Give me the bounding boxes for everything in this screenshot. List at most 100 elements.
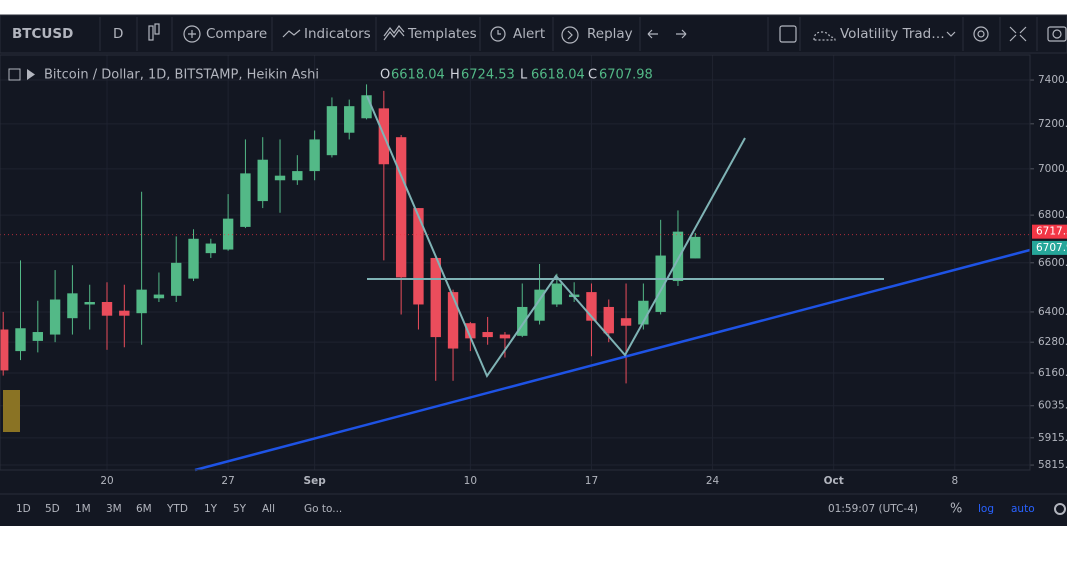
candle-body [447, 292, 459, 349]
legend: Bitcoin / Dollar, 1D, BITSTAMP, Heikin A… [8, 68, 319, 83]
candle-body [326, 106, 338, 156]
candle-body [430, 257, 441, 338]
range-button[interactable]: 3M [106, 503, 122, 515]
layout-button[interactable]: Volatility Trad… [840, 26, 945, 42]
interval[interactable]: D [113, 26, 123, 42]
candle-body [586, 292, 597, 321]
candle-body [413, 208, 424, 305]
y-tick-label: 6035.0 [1038, 400, 1067, 412]
trend-line [194, 248, 1031, 472]
percent-toggle[interactable]: % [950, 502, 962, 517]
drawings [3, 95, 1031, 472]
candle-body [0, 329, 9, 371]
candle-body [67, 293, 78, 319]
clock: 01:59:07 (UTC-4) [828, 503, 918, 515]
y-tick-label: 5915.0 [1038, 432, 1067, 444]
candle-body [499, 334, 511, 339]
price-label-box [1032, 224, 1067, 239]
candle-body [655, 255, 666, 312]
candle-body [551, 283, 563, 305]
goto-button[interactable]: Go to... [304, 503, 342, 515]
candle-body [84, 301, 95, 305]
x-tick-label: 17 [585, 475, 598, 487]
indicators-button[interactable]: Indicators [304, 26, 371, 42]
ohlc-letter: C [588, 68, 597, 83]
ohlc-value: 6724.53 [461, 68, 515, 83]
candle-body [240, 173, 251, 227]
candle-body [534, 289, 545, 321]
candle-body [292, 171, 303, 181]
price-label: 6707.9 [1036, 242, 1067, 254]
candle-body [482, 332, 493, 338]
log-toggle[interactable]: log [978, 503, 994, 515]
range-button[interactable]: YTD [166, 503, 188, 515]
candle-body [119, 310, 130, 316]
candle-body [274, 175, 286, 181]
toolbar [0, 14, 1067, 54]
candle-body [690, 236, 701, 259]
candle-body [344, 106, 355, 133]
auto-toggle[interactable]: auto [1011, 503, 1035, 515]
alert-button[interactable]: Alert [513, 26, 545, 42]
x-tick-label: 24 [706, 475, 720, 487]
ohlc-value: 6707.98 [599, 68, 653, 83]
range-button[interactable]: 1Y [204, 503, 218, 515]
y-tick-label: 7400.0 [1038, 74, 1067, 86]
pattern-line [366, 95, 746, 379]
chart-title: Bitcoin / Dollar, 1D, BITSTAMP, Heikin A… [44, 68, 319, 83]
x-tick-label: Sep [304, 475, 327, 487]
price-label: 6717.3 [1036, 226, 1067, 238]
plot-border [0, 54, 1031, 471]
y-tick-label: 6280.0 [1038, 336, 1067, 348]
ohlc-letter: O [380, 68, 390, 83]
candle-body [638, 300, 649, 325]
replay-button[interactable]: Replay [587, 26, 633, 42]
y-tick-label: 6400.0 [1038, 306, 1067, 318]
candle-body [672, 231, 684, 282]
range-button[interactable]: 1D [16, 503, 31, 515]
ohlc-value: 6618.04 [531, 68, 585, 83]
y-tick-label: 6600.0 [1038, 257, 1067, 269]
app-background [0, 15, 1067, 526]
ohlc-letter: L [520, 68, 528, 83]
candle-body [603, 306, 614, 334]
candle-body [309, 139, 320, 172]
x-tick-label: Oct [824, 475, 844, 487]
toolbar-separators [99, 17, 1038, 51]
candle-body [32, 332, 43, 341]
candle-body [153, 294, 165, 299]
y-tick-label: 7000.0 [1038, 163, 1067, 175]
candle-body [136, 289, 147, 314]
x-tick-label: 8 [951, 475, 958, 487]
legend-icon [8, 68, 21, 81]
toolbar-icons [148, 23, 1067, 44]
volume-marker [3, 390, 20, 432]
candle-body [517, 306, 528, 336]
candle-body [222, 218, 234, 250]
range-button[interactable]: 1M [75, 503, 91, 515]
y-tick-label: 6800.0 [1038, 209, 1067, 221]
range-button[interactable]: 6M [136, 503, 152, 515]
candle-body [395, 137, 407, 278]
y-tick-label: 5815.0 [1038, 459, 1067, 471]
candle-body [188, 238, 199, 279]
settings-icon[interactable] [1054, 503, 1066, 515]
candle-body [465, 323, 476, 339]
candle-body [361, 95, 372, 119]
candle-body [205, 243, 217, 254]
candle-body [620, 318, 632, 326]
ohlc-value: 6618.04 [391, 68, 445, 83]
range-button[interactable]: 5Y [233, 503, 247, 515]
range-button[interactable]: 5D [45, 503, 60, 515]
legend-icon [27, 69, 35, 80]
price-label-box [1032, 240, 1067, 255]
candle-body [257, 159, 268, 202]
symbol[interactable]: BTCUSD [12, 26, 73, 42]
templates-button[interactable]: Templates [407, 26, 477, 42]
y-tick-label: 6160.0 [1038, 367, 1067, 379]
range-button[interactable]: All [262, 503, 275, 515]
compare-button[interactable]: Compare [206, 26, 267, 42]
x-tick-label: 27 [221, 475, 234, 487]
